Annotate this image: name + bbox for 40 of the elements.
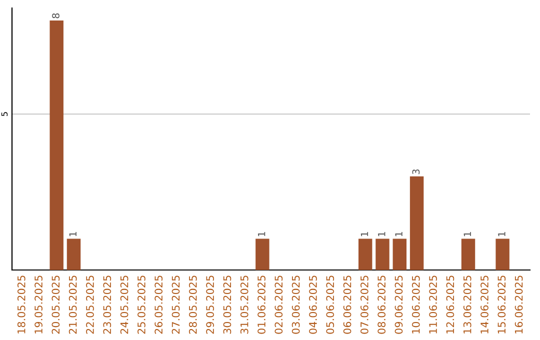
x-tick-label: 26.05.2025	[154, 276, 163, 334]
x-tick-label: 14.06.2025	[480, 276, 488, 334]
x-tick-label: 21.05.2025	[68, 276, 77, 334]
x-tick-label: 30.05.2025	[223, 276, 232, 334]
x-tick-label: 04.06.2025	[309, 276, 317, 334]
data-label: 1	[378, 232, 386, 236]
x-tick-label: 28.05.2025	[188, 276, 197, 334]
x-tick-label: 19.05.2025	[34, 276, 42, 334]
x-tick-label: 31.05.2025	[240, 276, 248, 334]
x-tick-label: 11.06.2025	[429, 276, 437, 334]
x-tick-label: 13.06.2025	[463, 276, 472, 334]
data-label: 1	[498, 232, 506, 236]
x-tick-label: 05.06.2025	[326, 276, 334, 334]
x-tick-label: 27.05.2025	[172, 276, 180, 334]
y-tick-label: 5	[1, 112, 8, 116]
x-tick-label: 22.05.2025	[86, 276, 94, 334]
x-tick-label: 06.06.2025	[343, 276, 352, 334]
x-tick-label: 10.06.2025	[412, 276, 420, 334]
data-label: 1	[69, 232, 76, 236]
x-tick-label: 12.06.2025	[446, 276, 454, 334]
x-tick-label: 23.05.2025	[103, 276, 112, 334]
x-tick-label: 20.05.2025	[52, 276, 60, 334]
x-tick-label: 18.05.2025	[17, 276, 26, 334]
x-tick-label: 01.06.2025	[258, 276, 266, 334]
x-tick-label: 29.05.2025	[206, 276, 214, 334]
data-label: 1	[360, 232, 368, 236]
x-tick-label: 02.06.2025	[274, 276, 283, 334]
x-tick-label: 03.06.2025	[292, 276, 300, 334]
data-label: 8	[52, 13, 60, 18]
x-tick-label: 07.06.2025	[360, 276, 368, 334]
x-tick-label: 24.05.2025	[120, 276, 128, 334]
x-tick-label: 15.06.2025	[498, 276, 506, 334]
x-tick-label: 25.05.2025	[138, 276, 146, 334]
data-label: 1	[464, 232, 471, 236]
data-label: 3	[412, 169, 420, 174]
x-tick-label: 16.06.2025	[514, 276, 523, 334]
data-label: 1	[258, 232, 266, 236]
x-tick-label: 08.06.2025	[378, 276, 386, 334]
data-label: 1	[395, 232, 402, 236]
x-tick-label: 09.06.2025	[394, 276, 403, 334]
